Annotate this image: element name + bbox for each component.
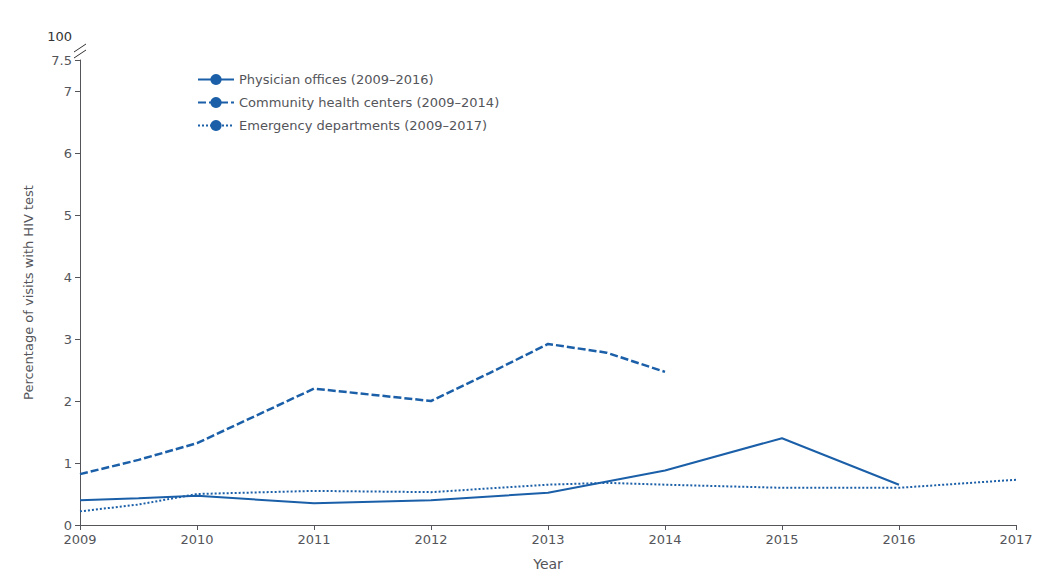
svg-text:3: 3 <box>64 332 72 347</box>
svg-text:Year: Year <box>532 556 563 572</box>
svg-text:2009: 2009 <box>63 532 96 547</box>
svg-text:0: 0 <box>64 518 72 533</box>
svg-text:Percentage of visits with HIV: Percentage of visits with HIV test <box>21 185 36 400</box>
svg-text:2016: 2016 <box>882 532 915 547</box>
svg-text:Community health centers (2009: Community health centers (2009–2014) <box>239 95 499 110</box>
svg-text:2017: 2017 <box>999 532 1032 547</box>
svg-text:7: 7 <box>64 84 72 99</box>
svg-text:2012: 2012 <box>414 532 447 547</box>
svg-text:Emergency departments (2009–20: Emergency departments (2009–2017) <box>239 118 487 133</box>
svg-text:2: 2 <box>64 394 72 409</box>
svg-text:100: 100 <box>47 29 72 44</box>
svg-text:4: 4 <box>64 270 72 285</box>
svg-text:2010: 2010 <box>180 532 213 547</box>
svg-text:5: 5 <box>64 208 72 223</box>
svg-text:Physician offices (2009–2016): Physician offices (2009–2016) <box>239 72 434 87</box>
svg-text:1: 1 <box>64 456 72 471</box>
svg-text:2011: 2011 <box>297 532 330 547</box>
svg-text:2015: 2015 <box>765 532 798 547</box>
svg-text:2014: 2014 <box>648 532 681 547</box>
svg-text:7.5: 7.5 <box>51 53 72 68</box>
svg-text:2013: 2013 <box>531 532 564 547</box>
svg-text:6: 6 <box>64 146 72 161</box>
